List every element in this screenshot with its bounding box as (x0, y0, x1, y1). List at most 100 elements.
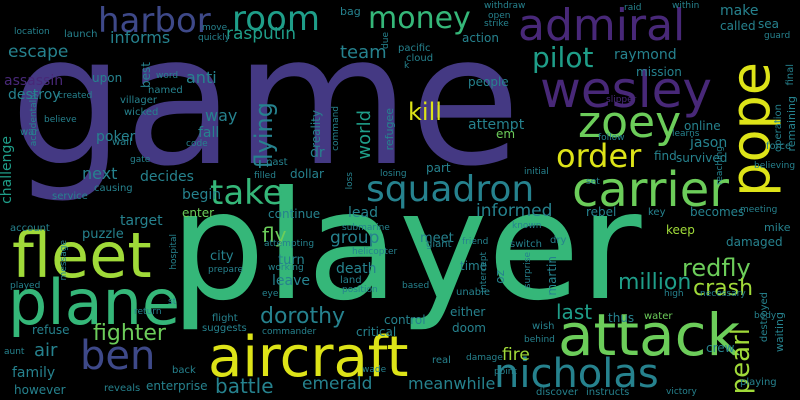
word-due: due (381, 32, 391, 49)
word-villager: villager (120, 95, 157, 106)
word-message: message (59, 240, 69, 281)
word-team: team (340, 42, 387, 63)
word-however: however (14, 383, 66, 397)
word-meanwhile: meanwhile (408, 374, 496, 393)
word-return: return (134, 307, 162, 317)
word-plane: plane (8, 266, 181, 339)
word-game: game (10, 0, 521, 206)
word-code: code (186, 139, 208, 149)
word-dry: dry (550, 235, 567, 246)
word-squadron: squadron (366, 169, 535, 210)
word-turn: turn (278, 253, 305, 268)
word-wicked: wicked (124, 107, 159, 118)
word-eye: eye (262, 289, 279, 299)
word-bag: bag (340, 5, 361, 18)
word-open: open (488, 11, 511, 21)
word-rebel: rebel (586, 205, 617, 219)
word-attempting: attempting (264, 239, 315, 249)
word-location: location (14, 27, 50, 37)
word-oz: oz (493, 270, 507, 284)
word-raymond: raymond (614, 47, 677, 63)
word-becomes: becomes (690, 205, 745, 219)
word-begin: begin (182, 187, 222, 203)
word-hospital: hospital (169, 234, 179, 270)
word-unable: unable (456, 287, 491, 298)
word-wade: wade (362, 365, 387, 375)
word-necessary: necessary (700, 289, 746, 299)
word-friend: friend (462, 237, 489, 247)
word-account: account (10, 223, 50, 234)
word-harbor: harbor (98, 1, 211, 41)
word-commander: commander (262, 327, 317, 337)
word-back: back (172, 365, 196, 376)
word-emerald: emerald (302, 374, 373, 394)
word-helicopter: helicopter (352, 247, 398, 257)
word-created: created (58, 91, 93, 101)
word-land: land (340, 275, 362, 286)
word-redfly: redfly (682, 254, 751, 282)
word-refugee: refugee (383, 108, 396, 151)
word-played: played (10, 281, 41, 291)
word-people: people (468, 75, 509, 89)
word-continue: continue (268, 207, 321, 221)
word-gate: gate (130, 155, 151, 165)
word-damaged: damaged (726, 235, 783, 249)
word-air: air (34, 340, 58, 361)
word-behind: behind (524, 335, 555, 345)
word-reaching: reaching (715, 146, 725, 186)
word-money: money (368, 1, 471, 36)
word-believe: believe (44, 115, 77, 125)
word-k: k (404, 61, 410, 71)
word-last: last (556, 300, 593, 324)
word-known: known (512, 221, 542, 231)
word-pacific: pacific (398, 43, 431, 54)
word-giant: giant (426, 239, 452, 250)
word-crash: crash (693, 276, 754, 301)
word-cloud: cloud (406, 53, 434, 64)
word-action: action (462, 31, 499, 45)
word-working: working (268, 263, 304, 273)
word-initial: initial (524, 167, 549, 177)
word-order: order (556, 137, 642, 175)
word-word: word (156, 71, 179, 81)
word-part: part (426, 161, 451, 175)
word-follow: follow (598, 133, 625, 143)
word-escape: escape (8, 42, 69, 62)
word-zoey: zoey (578, 97, 682, 148)
word-position: position (342, 285, 378, 295)
word-ben: ben (80, 333, 156, 379)
word-million: million (618, 270, 692, 295)
word-instructs: instructs (586, 387, 630, 398)
word-prepare: prepare (208, 265, 244, 275)
word-meeting: meeting (740, 205, 778, 215)
word-death: death (336, 261, 377, 277)
word-room: room (232, 0, 320, 39)
word-player: player (170, 160, 642, 334)
word-poker: poker (96, 129, 136, 145)
word-em: em (496, 127, 516, 141)
word-control: control (384, 313, 426, 327)
word-body: body (754, 311, 777, 321)
word-fleet: fleet (12, 219, 152, 292)
word-st: st (168, 297, 177, 307)
word-past: past (266, 157, 288, 168)
word-playing: playing (740, 377, 777, 388)
word-nicholas: nicholas (494, 351, 659, 397)
word-next: next (82, 164, 118, 183)
word-group: group (330, 228, 380, 248)
word-survived: survived (676, 151, 728, 165)
word-dr: dr (310, 145, 325, 161)
word-fighter: fighter (93, 321, 166, 346)
word-doom: doom (452, 321, 486, 335)
word-command: command (331, 106, 341, 151)
word-meet: meet (420, 231, 454, 246)
word-city: city (210, 249, 234, 264)
word-dollar: dollar (290, 167, 324, 181)
word-point: point (494, 367, 517, 377)
word-martin: martin (545, 256, 559, 296)
word-loss: loss (345, 172, 355, 190)
word-surprise: surprise (523, 252, 533, 289)
word-move: move (202, 23, 228, 33)
word-launch: launch (64, 29, 98, 40)
